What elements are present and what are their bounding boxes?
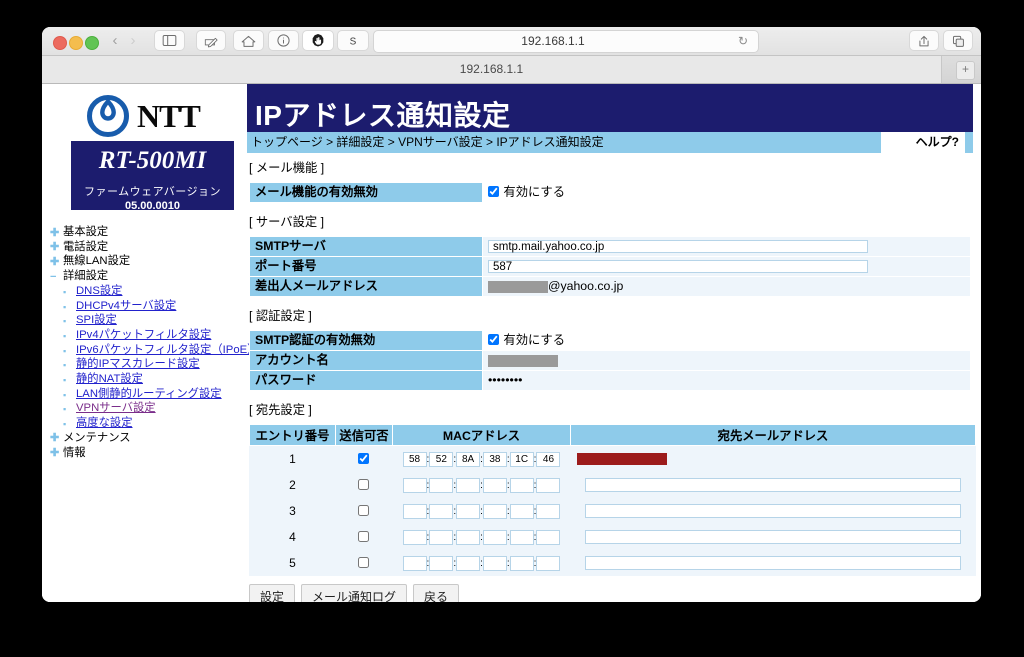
svg-text:S: S <box>350 36 357 47</box>
